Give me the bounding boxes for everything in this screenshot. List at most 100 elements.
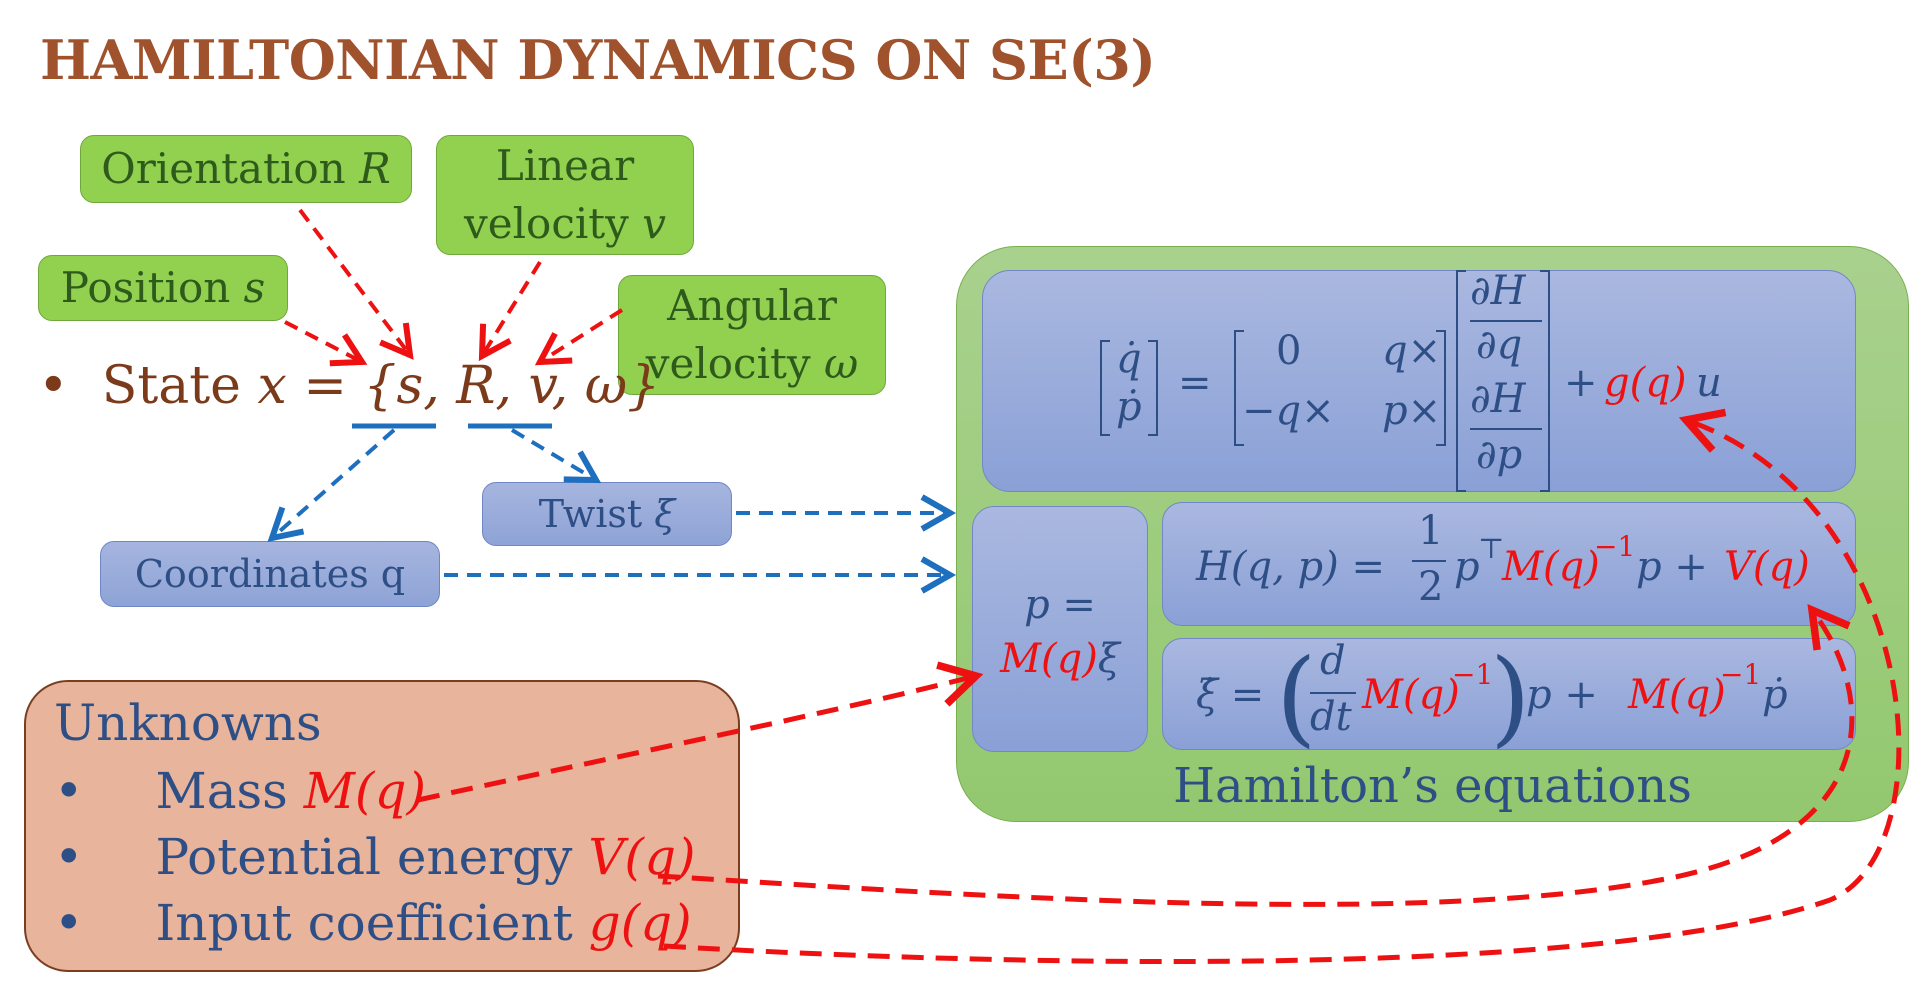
energy-M: M(q): [1502, 544, 1600, 590]
twist-symbol: ξ: [654, 492, 676, 536]
unknown-item-potential: • Potential energy V(q): [54, 828, 695, 886]
gradient-bracket-left: [1456, 270, 1466, 492]
energy-inverse: −1: [1594, 530, 1636, 563]
twist-label: Twist: [538, 492, 643, 536]
xi-lhs: ξ̇ =: [1196, 672, 1265, 718]
xi-pdot: ṗ: [1762, 672, 1788, 718]
vector-bracket-right: [1148, 340, 1158, 436]
xi-M2: M(q): [1628, 672, 1726, 718]
paren-right: ): [1490, 636, 1531, 758]
orientation-symbol: R: [359, 144, 391, 193]
twist-dynamics-box: [1162, 638, 1856, 750]
unknown-bullet: •: [54, 828, 84, 886]
unknown-bullet: •: [54, 762, 84, 820]
momentum-top: p =: [1024, 582, 1096, 628]
dyn-g: g(q): [1604, 360, 1687, 406]
angular-label-line1: Angular: [667, 281, 837, 330]
orientation-label: Orientation: [101, 144, 346, 193]
twist-box: Twist ξ: [482, 482, 732, 546]
unknown-item-input: • Input coefficient g(q): [54, 894, 692, 952]
matrix-m11: 0: [1276, 328, 1302, 374]
energy-half-bar: [1412, 560, 1446, 562]
arrow-orientation: [298, 208, 414, 360]
energy-half-den: 2: [1418, 564, 1444, 610]
linear-velocity-label-box: Linear velocity v: [436, 135, 694, 255]
xi-d: d: [1320, 638, 1346, 684]
twist-dynamics-equation: ξ̇ = ( d dt M(q) −1 ) p + M(q) −1 ṗ: [1196, 636, 1846, 758]
arrow-mass-to-momentum: [417, 661, 984, 803]
momentum-xi: ξ: [1097, 636, 1120, 682]
unknown-label: Input coefficient: [155, 894, 573, 952]
state-line: • State x = {s, R, v, ω}: [38, 356, 660, 416]
grad-dq: ∂q: [1476, 322, 1523, 368]
arrow-to-twist: [510, 428, 602, 484]
arrow-to-coordinates: [267, 428, 396, 543]
hamilton-caption: Hamilton’s equations: [1173, 758, 1692, 814]
pdot: ṗ: [1116, 384, 1142, 430]
unknown-symbol: g(q): [588, 894, 692, 952]
linear-symbol: v: [642, 199, 666, 248]
vector-bracket-left: [1100, 340, 1110, 436]
arrow-position: [284, 320, 368, 367]
energy-transpose: ⊤: [1478, 532, 1505, 565]
xi-M: M(q): [1362, 672, 1460, 718]
qdot: q̇: [1116, 336, 1142, 382]
position-symbol: s: [243, 263, 266, 312]
energy-lhs: H(q, p) =: [1196, 544, 1385, 590]
state-prefix: State: [101, 356, 241, 416]
dynamics-equation: q̇ ṗ = 0 q× −q× p× ∂H ∂q ∂H ∂p + g(q) u: [1100, 268, 1840, 492]
angular-symbol: ω: [823, 339, 859, 388]
unknown-bullet: •: [54, 894, 84, 952]
angular-label-line2: velocity: [645, 339, 811, 388]
state-bullet: •: [38, 356, 69, 416]
unknowns-heading: Unknowns: [54, 694, 322, 752]
linear-label-line2: velocity: [464, 199, 629, 248]
arrow-linear-velocity: [478, 260, 542, 362]
dynamics-equation-box: [982, 270, 1856, 492]
matrix-m22: p×: [1382, 388, 1442, 434]
momentum-line1: p =: [972, 582, 1148, 628]
energy-p: p: [1454, 544, 1480, 590]
grad-dH-2: ∂H: [1470, 376, 1526, 422]
page-title: HAMILTONIAN DYNAMICS ON SE(3): [40, 28, 1156, 92]
angular-velocity-label-box: Angular velocity ω: [618, 275, 886, 395]
matrix-m12: q×: [1382, 328, 1442, 374]
grad-dH-1: ∂H: [1470, 268, 1526, 314]
xi-inverse: −1: [1452, 658, 1494, 691]
unknowns-box: [24, 680, 740, 972]
xi-p-plus: p +: [1526, 672, 1598, 718]
unknown-label: Mass: [155, 762, 288, 820]
dyn-plus: +: [1564, 360, 1598, 406]
matrix-bracket-left: [1234, 330, 1244, 446]
grad-fraction-bar-1: [1470, 320, 1542, 322]
dyn-u: u: [1696, 360, 1722, 406]
unknown-symbol: M(q): [303, 762, 426, 820]
paren-left: (: [1276, 636, 1317, 758]
position-label: Position: [60, 263, 231, 312]
energy-V: V(q): [1724, 544, 1810, 590]
position-label-box: Position s: [38, 255, 288, 321]
arrow-potential-to-energy: [657, 603, 1855, 907]
grad-fraction-bar-2: [1470, 428, 1542, 430]
dyn-equals: =: [1178, 360, 1212, 406]
momentum-M: M(q): [1000, 636, 1098, 682]
momentum-line2: M(q)ξ: [972, 636, 1148, 682]
xi-derivative-bar: [1310, 692, 1356, 694]
energy-half-num: 1: [1418, 508, 1444, 554]
hamiltonian-box: [1162, 502, 1856, 626]
arrow-angular-velocity: [534, 308, 624, 366]
arrow-input-to-dynamics: [663, 408, 1902, 964]
matrix-bracket-right: [1436, 330, 1446, 446]
energy-p-plus: p +: [1636, 544, 1708, 590]
unknown-item-mass: • Mass M(q): [54, 762, 426, 820]
hamiltonian-equation: H(q, p) = 1 2 p ⊤ M(q) −1 p + V(q): [1196, 508, 1846, 618]
unknown-label: Potential energy: [155, 828, 573, 886]
grad-dp: ∂p: [1476, 432, 1523, 478]
linear-label-line1: Linear: [495, 141, 635, 190]
coordinates-box: Coordinates q: [100, 541, 440, 607]
xi-dt: dt: [1310, 694, 1352, 740]
matrix-m21: −q×: [1242, 388, 1335, 434]
state-expression: x = {s, R, v, ω}: [257, 356, 661, 416]
xi-inverse-2: −1: [1720, 658, 1762, 691]
